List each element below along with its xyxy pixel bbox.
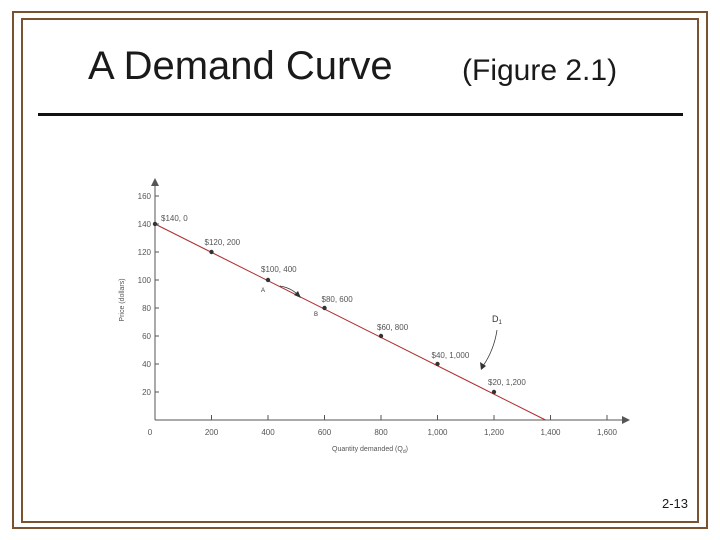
data-point	[491, 389, 497, 395]
point-label: $100, 400	[261, 265, 297, 274]
y-tick-label: 40	[142, 360, 151, 369]
y-axis-label: Price (dollars)	[119, 278, 126, 321]
point-label: $40, 1,000	[432, 351, 470, 360]
x-axis-arrow	[622, 416, 630, 424]
y-tick-label: 60	[142, 332, 151, 341]
x-axis-label: Quantity demanded (Qd)	[332, 446, 408, 455]
point-label: $20, 1,200	[488, 378, 526, 387]
slide-inner-border	[21, 18, 699, 523]
y-tick-label: 20	[142, 388, 151, 397]
demand-curve	[154, 223, 546, 421]
title-underline	[38, 113, 683, 116]
data-point	[322, 305, 327, 311]
slide-outer-border	[12, 11, 708, 529]
slide-title: A Demand Curve	[88, 44, 393, 88]
data-point	[152, 221, 158, 227]
point-b-label: B	[314, 312, 318, 318]
y-tick-label: 140	[138, 220, 152, 229]
x-tick-label: 1,600	[597, 428, 618, 437]
y-tick-label: 100	[138, 276, 152, 285]
data-point	[265, 277, 271, 283]
x-tick-label: 600	[318, 428, 332, 437]
point-label: $140, 0	[161, 214, 188, 223]
x-tick-label: 400	[261, 428, 275, 437]
data-points: $140, 0 $120, 200 $100, 400 $80, 600 $60, 80…	[152, 214, 526, 395]
x-tick-label: 0	[148, 428, 153, 437]
movement-arrowhead	[294, 291, 301, 298]
annotations: A B D1	[261, 285, 503, 370]
x-tick-label: 1,000	[427, 428, 448, 437]
demand-line	[154, 223, 546, 421]
point-label: $80, 600	[322, 295, 354, 304]
x-tick-label: 1,400	[540, 428, 561, 437]
axes	[151, 178, 630, 424]
x-tick-label: 1,200	[484, 428, 505, 437]
y-tick-label: 120	[138, 248, 152, 257]
point-label: $120, 200	[205, 238, 241, 247]
axis-ticks: 0 200 400 600 800 1,000 1,200 1,400 1,600 20 40 60 8…	[119, 192, 618, 455]
data-point	[435, 361, 440, 367]
curve-label-arrowhead	[480, 362, 486, 370]
point-label: $60, 800	[377, 323, 409, 332]
point-a-label: A	[261, 288, 265, 294]
x-tick-label: 800	[374, 428, 388, 437]
y-axis-arrow	[151, 178, 159, 186]
x-tick-label: 200	[205, 428, 219, 437]
curve-label-d1: D1	[492, 314, 503, 326]
slide-number: 2-13	[662, 496, 689, 511]
y-tick-label: 80	[142, 304, 151, 313]
data-point	[209, 249, 214, 255]
data-point	[378, 333, 384, 339]
slide-subtitle: (Figure 2.1)	[462, 54, 618, 87]
y-tick-label: 160	[138, 192, 152, 201]
curve-label-arrow	[482, 329, 498, 367]
